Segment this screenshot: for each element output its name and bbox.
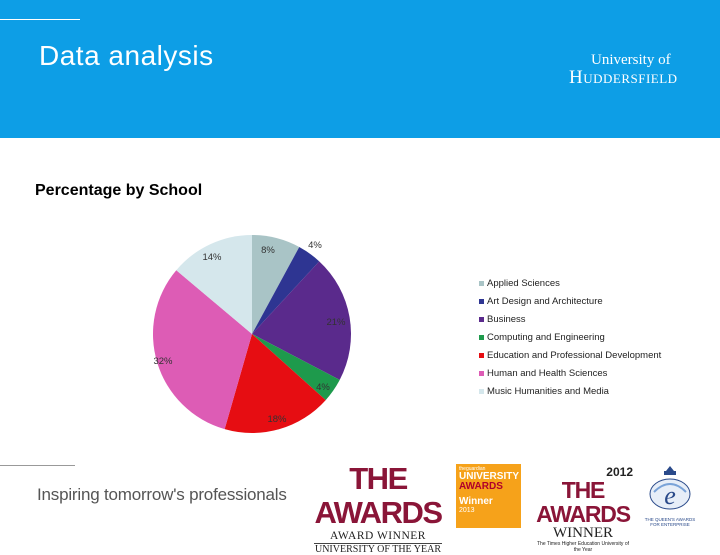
- pie-label: 4%: [308, 240, 322, 251]
- legend-item: Art Design and Architecture: [479, 292, 661, 310]
- pie-chart: 8% 4% 21% 4% 18% 32% 14%: [152, 235, 352, 434]
- the-awards-title: THE AWARDS: [314, 461, 443, 530]
- pie-label: 21%: [326, 317, 346, 328]
- pie-slice-music-humanities-and-media: [176, 235, 252, 334]
- logo-line-top: University of: [591, 52, 671, 68]
- pie-slice-business: [252, 261, 352, 380]
- chart-title: Percentage by School: [35, 182, 203, 199]
- legend-item: Human and Health Sciences: [479, 364, 661, 382]
- legend-item: Music Humanities and Media: [479, 382, 661, 400]
- pie-slice-art-design-and-architecture: [252, 247, 320, 334]
- queens-award-emblem-icon: e: [649, 466, 691, 510]
- legend-item: Business: [479, 310, 661, 328]
- guardian-year: 2013: [459, 507, 475, 514]
- legend-swatch: [479, 316, 484, 322]
- legend-label: Music Humanities and Media: [487, 385, 609, 397]
- pie-label: 14%: [202, 252, 222, 263]
- chart-legend: Applied Sciences Art Design and Architect…: [479, 274, 661, 400]
- legend-swatch: [479, 370, 484, 376]
- the-awards-2012-title: THE AWARDS: [536, 477, 631, 527]
- pie-label: 18%: [267, 414, 287, 425]
- legend-item: Applied Sciences: [479, 274, 661, 292]
- legend-label: Human and Health Sciences: [487, 367, 608, 379]
- guardian-line2: AWARDS: [459, 481, 503, 492]
- queens-award-badge: e THE QUEEN'S AWARDS FOR ENTERPRISE: [640, 462, 700, 528]
- legend-item: Education and Professional Development: [479, 346, 661, 364]
- legend-swatch: [479, 298, 484, 304]
- legend-label: Computing and Engineering: [487, 331, 605, 343]
- guardian-line1: UNIVERSITY: [459, 471, 520, 482]
- pie-label: 8%: [261, 245, 275, 256]
- pie-slice-human-and-health-sciences: [152, 270, 252, 430]
- pie-label: 32%: [153, 356, 173, 367]
- award-caption: The Times Higher Education University of…: [537, 541, 629, 553]
- tagline: Inspiring tomorrow's professionals: [37, 485, 287, 504]
- legend-label: Art Design and Architecture: [487, 295, 603, 307]
- header-rule: [0, 19, 80, 20]
- pie-slice-education-and-professional-development: [224, 334, 326, 434]
- pie-slice-computing-and-engineering: [252, 334, 340, 401]
- legend-swatch: [479, 280, 484, 286]
- university-of-the-year-text: UNIVERSITY OF THE YEAR: [314, 543, 442, 555]
- winner-text: WINNER: [553, 525, 613, 541]
- pie-slice-applied-sciences: [252, 235, 300, 334]
- legend-swatch: [479, 388, 484, 394]
- footer-rule: [0, 465, 75, 466]
- guardian-award-badge: theguardian UNIVERSITY AWARDS Winner 201…: [456, 464, 521, 528]
- legend-label: Applied Sciences: [487, 277, 560, 289]
- the-awards-badge: THE AWARDS AWARD WINNER UNIVERSITY OF TH…: [314, 461, 443, 555]
- pie-label: 4%: [316, 382, 330, 393]
- university-logo[interactable]: University of Huddersfield: [569, 52, 678, 89]
- legend-item: Computing and Engineering: [479, 328, 661, 346]
- guardian-winner: Winner: [459, 496, 493, 507]
- header-banner: Data analysis University of Huddersfield: [0, 0, 720, 138]
- legend-swatch: [479, 352, 484, 358]
- award-winner-text: AWARD WINNER: [330, 530, 426, 542]
- queens-award-letter: e: [664, 481, 676, 510]
- guardian-name: theguardian: [459, 466, 486, 472]
- award-year: 2012: [606, 465, 633, 479]
- legend-swatch: [479, 334, 484, 340]
- page-title: Data analysis: [39, 40, 214, 71]
- legend-label: Education and Professional Development: [487, 349, 662, 361]
- legend-label: Business: [487, 313, 526, 325]
- queens-award-text: THE QUEEN'S AWARDS FOR ENTERPRISE: [644, 517, 696, 527]
- logo-line-bottom: Huddersfield: [569, 67, 678, 88]
